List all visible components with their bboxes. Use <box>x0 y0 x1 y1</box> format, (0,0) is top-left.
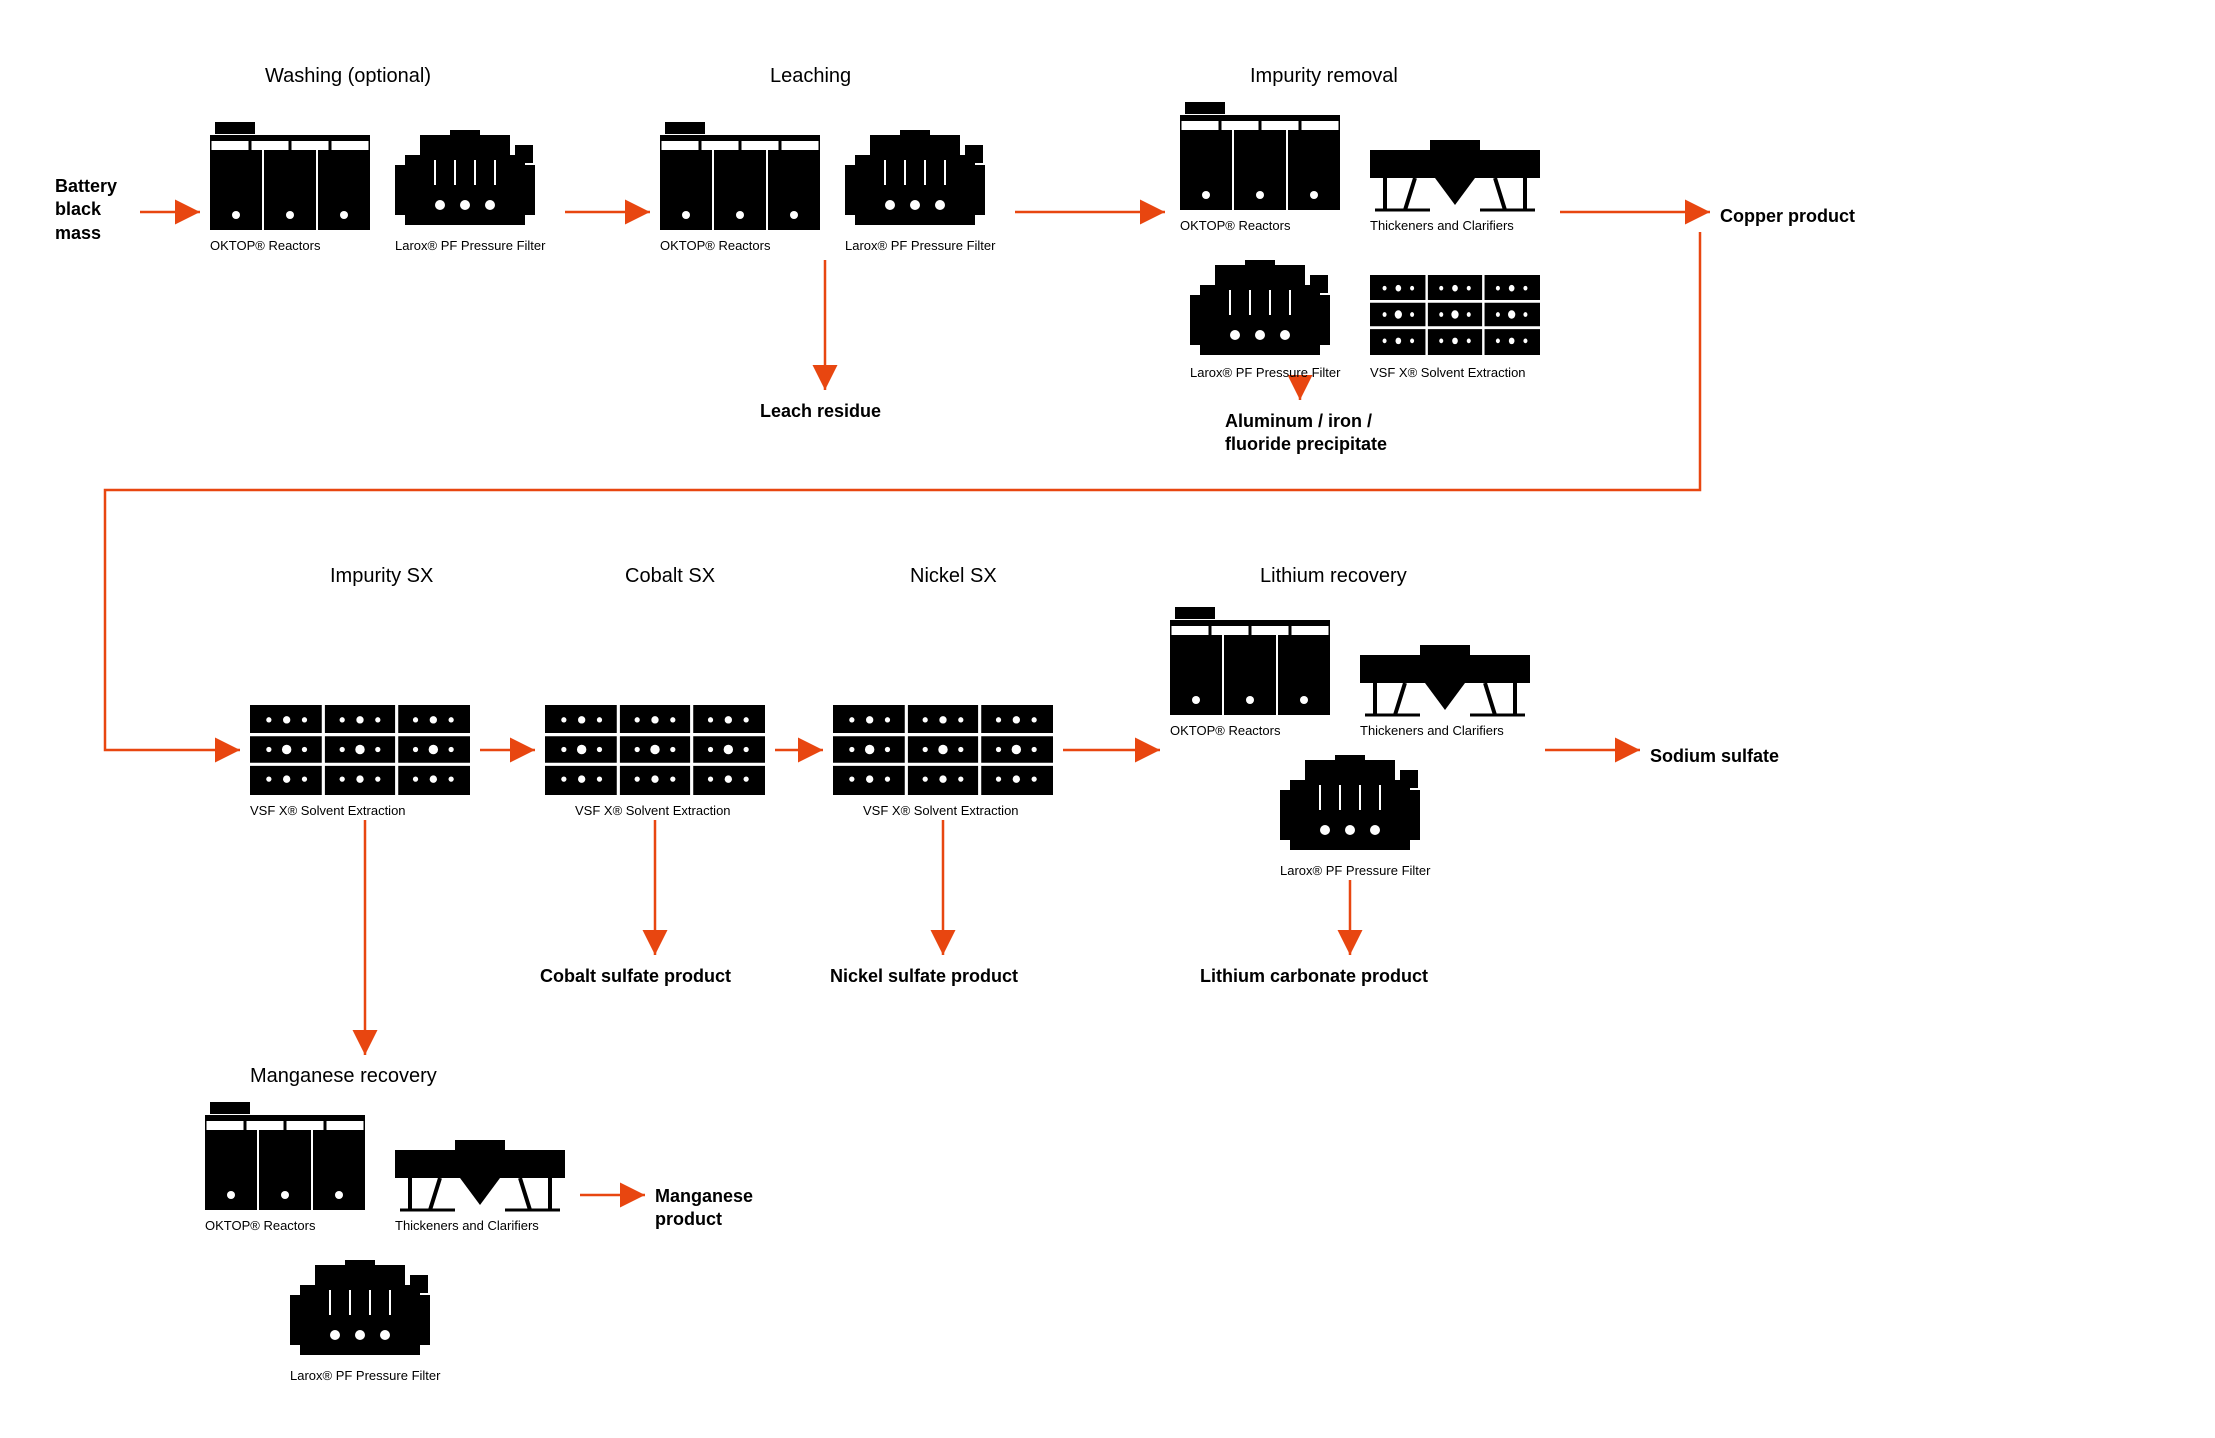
equip-ir-sx <box>1370 275 1540 355</box>
equip-mr-reactor <box>205 1100 365 1210</box>
equip-label: Larox® PF Pressure Filter <box>290 1368 440 1383</box>
equip-label: OKTOP® Reactors <box>210 238 320 253</box>
equip-label: Thickeners and Clarifiers <box>1370 218 1514 233</box>
equip-label: OKTOP® Reactors <box>660 238 770 253</box>
stage-title-nickel-sx: Nickel SX <box>910 565 997 588</box>
equip-lr-thickener <box>1360 645 1530 720</box>
equip-label: Larox® PF Pressure Filter <box>1280 863 1430 878</box>
equip-ir-filter <box>1190 260 1330 360</box>
equip-label: Larox® PF Pressure Filter <box>1190 365 1340 380</box>
stage-title-lithium-recovery: Lithium recovery <box>1260 565 1407 588</box>
equip-label: VSF X® Solvent Extraction <box>575 803 731 818</box>
equip-label: VSF X® Solvent Extraction <box>250 803 406 818</box>
equip-label: Larox® PF Pressure Filter <box>395 238 545 253</box>
output-cobalt: Cobalt sulfate product <box>540 965 731 988</box>
equip-ir-thickener <box>1370 140 1540 215</box>
equip-leaching-reactor <box>660 120 820 230</box>
equip-csx-sx <box>545 705 765 795</box>
output-copper: Copper product <box>1720 205 1855 228</box>
input-label: Battery black mass <box>55 175 117 245</box>
stage-title-leaching: Leaching <box>770 65 851 88</box>
equip-nsx-sx <box>833 705 1053 795</box>
equip-ir-reactor <box>1180 100 1340 210</box>
equip-label: VSF X® Solvent Extraction <box>1370 365 1526 380</box>
equip-isx-sx <box>250 705 470 795</box>
stage-title-cobalt-sx: Cobalt SX <box>625 565 715 588</box>
equip-washing-filter <box>395 130 535 230</box>
equip-lr-reactor <box>1170 605 1330 715</box>
output-manganese: Manganese product <box>655 1185 753 1232</box>
equip-leaching-filter <box>845 130 985 230</box>
equip-lr-filter <box>1280 755 1420 855</box>
equip-mr-filter <box>290 1260 430 1360</box>
equip-label: VSF X® Solvent Extraction <box>863 803 1019 818</box>
equip-washing-reactor <box>210 120 370 230</box>
equip-label: Thickeners and Clarifiers <box>1360 723 1504 738</box>
equip-label: Larox® PF Pressure Filter <box>845 238 995 253</box>
output-leach-residue: Leach residue <box>760 400 881 423</box>
equip-label: OKTOP® Reactors <box>1180 218 1290 233</box>
output-nickel: Nickel sulfate product <box>830 965 1018 988</box>
stage-title-manganese-recovery: Manganese recovery <box>250 1065 437 1088</box>
stage-title-washing: Washing (optional) <box>265 65 431 88</box>
output-sodium: Sodium sulfate <box>1650 745 1779 768</box>
equip-label: OKTOP® Reactors <box>205 1218 315 1233</box>
equip-mr-thickener <box>395 1140 565 1215</box>
stage-title-impurity-sx: Impurity SX <box>330 565 433 588</box>
stage-title-impurity-removal: Impurity removal <box>1250 65 1398 88</box>
output-lithium: Lithium carbonate product <box>1200 965 1428 988</box>
output-al-fe-f: Aluminum / iron / fluoride precipitate <box>1225 410 1387 457</box>
equip-label: Thickeners and Clarifiers <box>395 1218 539 1233</box>
equip-label: OKTOP® Reactors <box>1170 723 1280 738</box>
